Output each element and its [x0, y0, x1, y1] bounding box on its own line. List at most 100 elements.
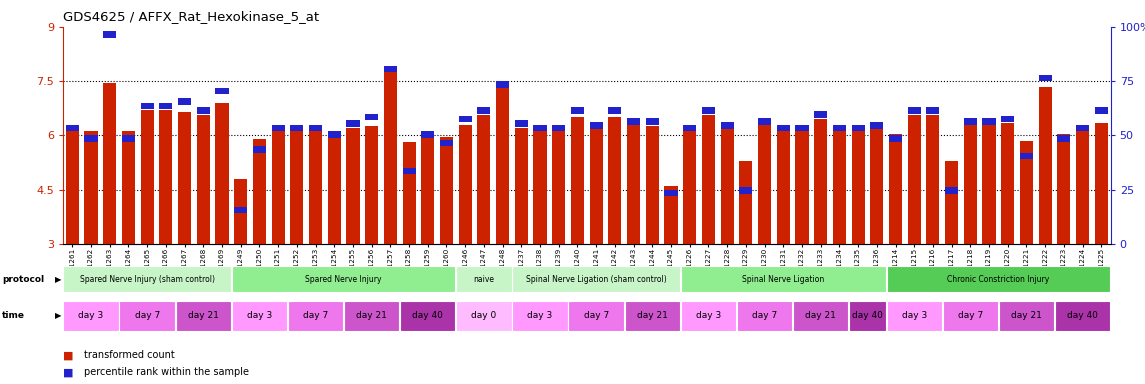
Bar [852, 130, 864, 244]
Text: ▶: ▶ [55, 311, 62, 320]
Bar [1001, 123, 1014, 244]
Bar [552, 124, 566, 131]
Bar [456, 266, 512, 292]
Text: day 3: day 3 [696, 311, 721, 320]
Bar [926, 107, 939, 114]
Bar [440, 137, 453, 244]
Bar [287, 301, 344, 331]
Bar [998, 301, 1055, 331]
Text: day 40: day 40 [412, 311, 443, 320]
Bar [852, 124, 864, 131]
Bar [459, 124, 472, 244]
Bar [141, 110, 153, 244]
Text: protocol: protocol [2, 275, 45, 284]
Bar [235, 207, 247, 214]
Bar [384, 66, 397, 73]
Bar [627, 118, 640, 124]
Bar [177, 112, 191, 244]
Text: day 7: day 7 [135, 311, 160, 320]
Bar [121, 131, 135, 244]
Bar [347, 120, 360, 127]
Text: day 21: day 21 [805, 311, 836, 320]
Bar [65, 124, 79, 131]
Bar [271, 131, 285, 244]
Bar [231, 301, 287, 331]
Bar [177, 98, 191, 105]
Text: day 21: day 21 [356, 311, 387, 320]
Bar [159, 103, 173, 109]
Bar [889, 136, 902, 142]
Text: ▶: ▶ [55, 275, 62, 284]
Bar [347, 128, 360, 244]
Text: Chronic Constriction Injury: Chronic Constriction Injury [947, 275, 1050, 284]
Bar [1020, 153, 1033, 159]
Bar [309, 130, 322, 244]
Bar [515, 128, 528, 244]
Bar [681, 301, 736, 331]
Bar [702, 107, 714, 114]
Bar [850, 301, 886, 331]
Bar [1020, 141, 1033, 244]
Bar [197, 107, 210, 114]
Bar [758, 118, 771, 124]
Bar [796, 130, 808, 244]
Bar [291, 124, 303, 131]
Bar [814, 111, 827, 118]
Bar [344, 301, 400, 331]
Bar [796, 124, 808, 131]
Text: Spared Nerve Injury (sham control): Spared Nerve Injury (sham control) [80, 275, 214, 284]
Bar [740, 187, 752, 194]
Bar [608, 107, 622, 114]
Text: day 3: day 3 [247, 311, 273, 320]
Bar [889, 134, 902, 244]
Bar [982, 118, 996, 124]
Bar [664, 190, 678, 196]
Bar [456, 301, 512, 331]
Text: day 3: day 3 [901, 311, 926, 320]
Bar [327, 134, 341, 244]
Bar [1001, 116, 1014, 122]
Bar [1039, 86, 1052, 244]
Bar [571, 117, 584, 244]
Text: day 3: day 3 [78, 311, 104, 320]
Bar [384, 72, 397, 244]
Bar [737, 301, 792, 331]
Bar [627, 124, 640, 244]
Bar [197, 116, 210, 244]
Text: day 7: day 7 [957, 311, 982, 320]
Bar [740, 161, 752, 244]
Bar [720, 122, 734, 129]
Bar [253, 139, 266, 244]
Bar [103, 31, 117, 38]
Bar [942, 301, 998, 331]
Bar [496, 88, 510, 244]
Bar [63, 301, 119, 331]
Text: day 40: day 40 [1067, 311, 1098, 320]
Bar [908, 107, 921, 114]
Bar [945, 161, 958, 244]
Bar [291, 130, 303, 244]
Bar [814, 119, 827, 244]
Bar [908, 116, 921, 244]
Text: day 7: day 7 [584, 311, 609, 320]
Bar [681, 266, 886, 292]
Bar [568, 301, 624, 331]
Bar [646, 126, 658, 244]
Text: day 7: day 7 [303, 311, 329, 320]
Bar [625, 301, 680, 331]
Bar [702, 116, 714, 244]
Text: transformed count: transformed count [84, 350, 174, 360]
Bar [552, 130, 566, 244]
Bar [403, 142, 416, 244]
Bar [421, 131, 434, 137]
Bar [515, 120, 528, 127]
Text: ■: ■ [63, 367, 73, 377]
Bar [590, 128, 602, 244]
Bar [590, 122, 602, 129]
Bar [1095, 123, 1108, 244]
Bar [886, 301, 942, 331]
Text: time: time [2, 311, 25, 320]
Bar [365, 114, 378, 120]
Bar [271, 124, 285, 131]
Bar [103, 83, 117, 244]
